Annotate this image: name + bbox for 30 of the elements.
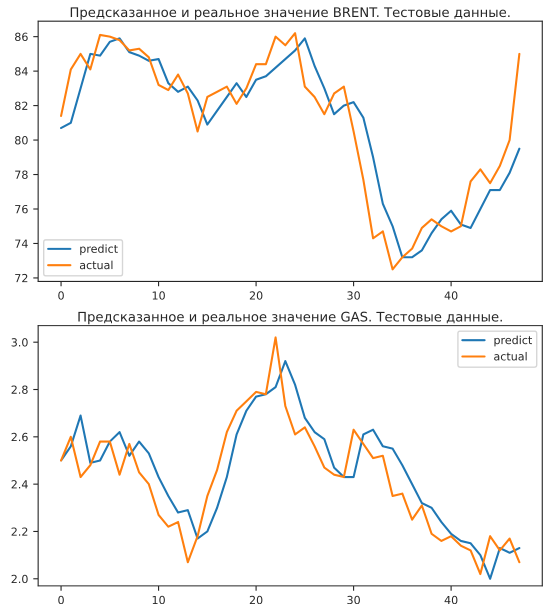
y-tick-label: 2.2 [12, 527, 28, 536]
legend-label: actual [494, 352, 527, 361]
legend-label: predict [80, 244, 118, 256]
x-tick-label: 20 [250, 596, 262, 604]
x-tick-label: 40 [444, 596, 458, 604]
y-tick-label: 2.4 [12, 480, 28, 488]
y-tick-label: 3.0 [12, 338, 28, 347]
y-tick-label: 86 [15, 32, 28, 42]
y-tick-label: 84 [15, 67, 28, 76]
y-tick-label: 2.0 [12, 574, 28, 584]
x-tick-label: 0 [58, 596, 64, 604]
x-tick-label: 0 [58, 291, 64, 300]
y-tick-label: 2.6 [12, 432, 28, 442]
y-tick-label: 76 [15, 204, 28, 214]
y-tick-label: 74 [15, 240, 28, 248]
x-tick-label: 10 [152, 291, 165, 300]
y-tick-label: 80 [15, 136, 28, 144]
legend-label: predict [494, 336, 532, 346]
legend-label: actual [80, 260, 112, 270]
y-tick-label: 78 [15, 170, 28, 179]
chart-title: Предсказанное и реальное значение BRENT. Тестовые данные. [70, 7, 510, 20]
x-tick-label: 10 [152, 596, 165, 604]
y-tick-label: 72 [15, 274, 28, 282]
x-tick-label: 20 [250, 291, 262, 300]
chart-title: Предсказанное и реальное значение GAS. Тестовые данные. [78, 312, 502, 324]
x-tick-label: 30 [347, 596, 360, 604]
y-tick-label: 2.8 [12, 385, 28, 394]
x-tick-label: 30 [347, 291, 360, 300]
y-tick-label: 82 [15, 102, 28, 110]
x-tick-label: 40 [444, 291, 458, 300]
